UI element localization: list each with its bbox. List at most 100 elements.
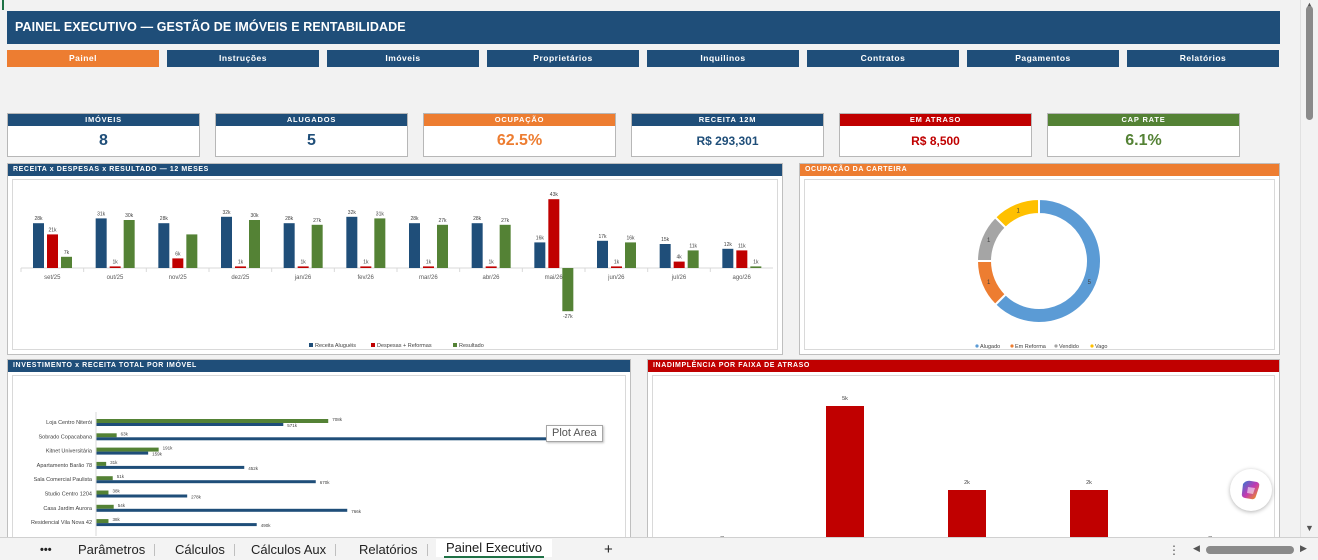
data-label: 63k bbox=[121, 431, 129, 436]
data-label: 278k bbox=[191, 495, 202, 500]
bar-resultado bbox=[311, 224, 323, 268]
bar-green bbox=[96, 519, 109, 524]
data-label: 452k bbox=[248, 466, 259, 471]
copilot-button[interactable] bbox=[1230, 469, 1272, 511]
bar-despesas-reformas bbox=[235, 266, 246, 268]
x-tick-label: abr/26 bbox=[482, 275, 500, 281]
bar-resultado bbox=[374, 218, 386, 268]
add-sheet-icon[interactable]: + bbox=[604, 541, 613, 558]
scroll-down-icon[interactable]: ▼ bbox=[1305, 523, 1314, 533]
sheet-tab-painel-executivo[interactable]: Painel Executivo bbox=[436, 539, 553, 558]
nav-button-inquilinos[interactable]: Inquilinos bbox=[647, 50, 799, 67]
revenue-chart[interactable]: set/25 28k 21k 7k out/25 31k 1k 30k nov/25 28k 6k d… bbox=[13, 180, 779, 352]
slice-label: 1 bbox=[1016, 209, 1020, 215]
bar-green bbox=[96, 447, 159, 452]
kpi-value: 6.1% bbox=[1125, 132, 1162, 149]
nav-button-instrucoes[interactable]: Instruções bbox=[167, 50, 319, 67]
data-label: 38k bbox=[112, 517, 120, 522]
data-label: 1k bbox=[426, 259, 432, 265]
data-label: 38k bbox=[112, 489, 120, 494]
bar-receita-alugu-is bbox=[158, 223, 170, 268]
data-label: 191k bbox=[163, 446, 174, 451]
y-tick-label: Residencial Vila Nova 42 bbox=[31, 520, 92, 526]
bar-despesas-reformas bbox=[485, 266, 497, 268]
legend-swatch bbox=[1090, 344, 1094, 348]
scrollbar-thumb[interactable] bbox=[1306, 6, 1313, 120]
bar-resultado bbox=[123, 220, 135, 268]
occupancy-chart[interactable]: 5 1 1 1 Alugado Em Reforma Vendido Vago bbox=[805, 180, 1276, 352]
bar-resultado bbox=[687, 250, 699, 268]
nav-button-proprietarios[interactable]: Proprietários bbox=[487, 50, 639, 67]
nav-button-pagamentos[interactable]: Pagamentos bbox=[967, 50, 1119, 67]
kpi-card-receita-12m: RECEITA 12M R$ 293,301 bbox=[631, 113, 824, 157]
scroll-up-icon[interactable]: ▲ bbox=[1305, 0, 1314, 10]
kpi-label: RECEITA 12M bbox=[632, 114, 823, 126]
data-label: 1k bbox=[753, 259, 759, 265]
investment-chart-title: INVESTIMENTO x RECEITA TOTAL POR IMÓVEL bbox=[8, 360, 630, 372]
tab-options-icon[interactable]: ⋮ bbox=[1168, 543, 1180, 557]
bar-receita-alugu-is bbox=[95, 218, 107, 268]
worksheet[interactable]: PAINEL EXECUTIVO — GESTÃO DE IMÓVEIS E R… bbox=[0, 0, 1300, 537]
nav-button-contratos[interactable]: Contratos bbox=[807, 50, 959, 67]
bar-despesas-reformas bbox=[47, 234, 58, 268]
sheet-tab-calculos-aux[interactable]: Cálculos Aux bbox=[241, 541, 337, 559]
revenue-chart-panel[interactable]: RECEITA x DESPESAS x RESULTADO — 12 MESE… bbox=[7, 163, 783, 355]
nav-button-imoveis[interactable]: Imóveis bbox=[327, 50, 479, 67]
data-label: 31k bbox=[110, 460, 118, 465]
scroll-left-icon[interactable]: ◀ bbox=[1193, 543, 1200, 553]
sheet-tab-bar: ••• Parâmetros Cálculos Cálculos Aux Rel… bbox=[0, 537, 1318, 560]
sheet-tab-parametros[interactable]: Parâmetros bbox=[68, 541, 156, 559]
donut-slice-em-reforma bbox=[975, 260, 1008, 307]
revenue-chart-area[interactable]: set/25 28k 21k 7k out/25 31k 1k 30k nov/25 28k 6k d… bbox=[12, 179, 778, 350]
data-label: 12k bbox=[724, 242, 733, 248]
delinquency-chart[interactable]: 0k 5k 2k 2k 0k bbox=[653, 376, 1276, 537]
bar-resultado bbox=[499, 224, 511, 268]
bar-despesas-reformas bbox=[172, 258, 184, 268]
bar-receita-alugu-is bbox=[409, 223, 420, 268]
data-label: 32k bbox=[222, 210, 231, 216]
sheet-tab-relatorios[interactable]: Relatórios bbox=[349, 541, 428, 559]
horizontal-scrollbar-thumb[interactable] bbox=[1206, 546, 1294, 554]
vertical-scrollbar[interactable]: ▲ ▼ bbox=[1300, 0, 1318, 537]
delinquency-chart-panel[interactable]: INADIMPLÊNCIA POR FAIXA DE ATRASO 0k 5k 2k… bbox=[647, 359, 1280, 537]
x-tick-label: nov/25 bbox=[169, 275, 188, 281]
bar-green bbox=[96, 476, 113, 481]
data-label: 11k bbox=[738, 243, 746, 249]
copilot-icon bbox=[1241, 480, 1260, 500]
sheet-tab-calculos[interactable]: Cálculos bbox=[165, 541, 235, 559]
x-tick-label: mai/26 bbox=[545, 275, 564, 281]
nav-button-relatorios[interactable]: Relatórios bbox=[1127, 50, 1279, 67]
kpi-label: EM ATRASO bbox=[840, 114, 1031, 126]
nav-button-painel[interactable]: Painel bbox=[7, 50, 159, 67]
legend-swatch bbox=[975, 344, 979, 348]
legend-item: Despesas + Reformas bbox=[377, 343, 432, 349]
bar-receita-alugu-is bbox=[534, 242, 546, 268]
data-label: 571k bbox=[287, 423, 298, 428]
occupancy-chart-panel[interactable]: OCUPAÇÃO DA CARTEIRA 5 1 1 1 Alugado Em Refor… bbox=[799, 163, 1280, 355]
data-label: 31k bbox=[97, 211, 106, 217]
investment-chart[interactable]: Loja Centro Niterói 708k 571k Sobrado Copac… bbox=[13, 376, 627, 537]
slice-label: 5 bbox=[1088, 280, 1092, 286]
kpi-card-imoveis: IMÓVEIS 8 bbox=[7, 113, 200, 157]
data-label: 30k bbox=[250, 213, 259, 219]
dashboard-title: PAINEL EXECUTIVO — GESTÃO DE IMÓVEIS E R… bbox=[7, 11, 1280, 44]
investment-chart-panel[interactable]: INVESTIMENTO x RECEITA TOTAL POR IMÓVEL … bbox=[7, 359, 631, 537]
y-tick-label: Studio Centro 1204 bbox=[45, 492, 92, 498]
data-label: 1k bbox=[489, 259, 495, 265]
donut-slice-alugado bbox=[993, 197, 1102, 324]
kpi-value: R$ 8,500 bbox=[911, 134, 960, 148]
occupancy-chart-area[interactable]: 5 1 1 1 Alugado Em Reforma Vendido Vago bbox=[804, 179, 1275, 350]
data-label: 27k bbox=[438, 218, 447, 224]
legend-item: Resultado bbox=[459, 343, 484, 349]
scroll-right-icon[interactable]: ▶ bbox=[1300, 543, 1307, 553]
x-tick-label: ago/26 bbox=[732, 275, 751, 281]
x-tick-label: set/25 bbox=[44, 275, 61, 281]
more-sheets-icon[interactable]: ••• bbox=[40, 544, 52, 556]
bar-blue bbox=[96, 451, 149, 455]
bar-blue bbox=[96, 437, 556, 441]
data-label: 27k bbox=[313, 218, 322, 224]
investment-chart-area[interactable]: Loja Centro Niterói 708k 571k Sobrado Copac… bbox=[12, 375, 626, 537]
x-tick-label: out/25 bbox=[107, 275, 124, 281]
delinquency-chart-area[interactable]: 0k 5k 2k 2k 0k bbox=[652, 375, 1275, 537]
legend-item: Alugado bbox=[980, 344, 1000, 350]
